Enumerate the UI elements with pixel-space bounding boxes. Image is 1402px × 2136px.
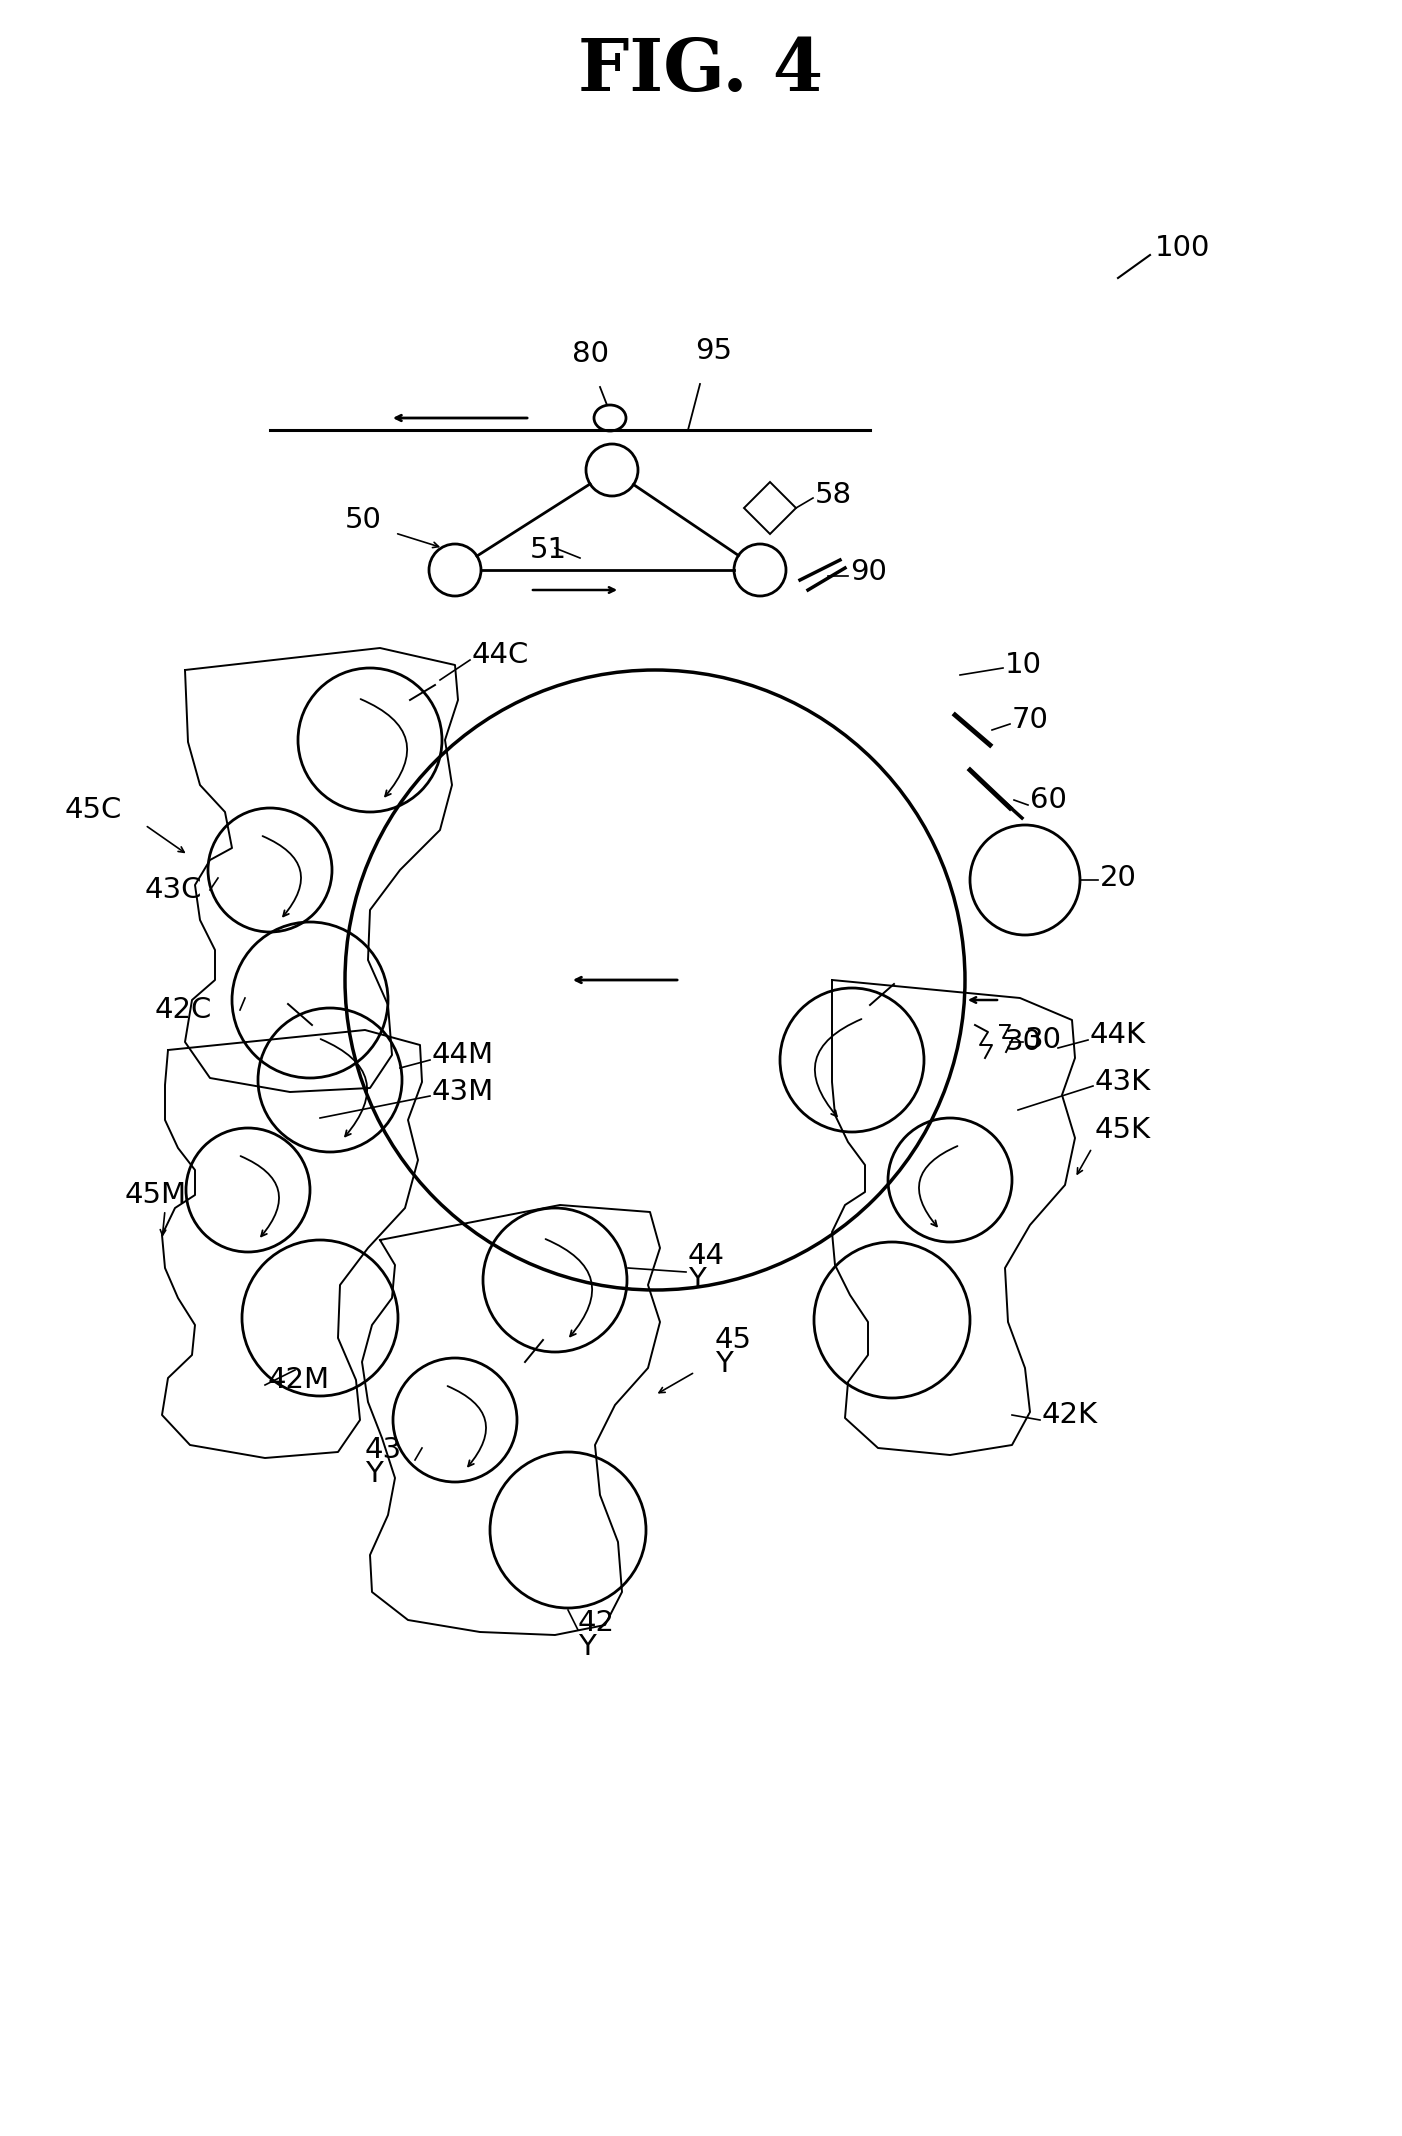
Text: 45C: 45C — [64, 797, 122, 824]
Text: 30: 30 — [1005, 1027, 1042, 1055]
Text: 80: 80 — [572, 340, 608, 367]
Text: 51: 51 — [530, 536, 568, 564]
Text: 43
Y: 43 Y — [365, 1435, 402, 1489]
Text: 42M: 42M — [268, 1367, 329, 1395]
Text: 100: 100 — [1155, 235, 1210, 263]
Text: 43M: 43M — [432, 1079, 495, 1106]
Text: 60: 60 — [1030, 786, 1067, 814]
Text: 45M: 45M — [125, 1181, 186, 1209]
Text: 90: 90 — [850, 557, 887, 585]
Text: 10: 10 — [1005, 651, 1042, 679]
Text: FIG. 4: FIG. 4 — [579, 34, 823, 105]
Text: 42K: 42K — [1042, 1401, 1098, 1429]
Text: 45
Y: 45 Y — [715, 1326, 751, 1378]
Text: 42C: 42C — [156, 995, 212, 1023]
Text: 58: 58 — [815, 481, 852, 508]
Text: 45K: 45K — [1095, 1115, 1151, 1145]
Text: 20: 20 — [1101, 863, 1137, 893]
Text: 70: 70 — [1012, 707, 1049, 735]
Text: 44
Y: 44 Y — [688, 1241, 725, 1294]
Text: 30: 30 — [1025, 1025, 1061, 1053]
Text: 44K: 44K — [1089, 1021, 1145, 1049]
Text: 43C: 43C — [144, 876, 202, 904]
Text: 42
Y: 42 Y — [578, 1608, 615, 1662]
Text: 50: 50 — [345, 506, 381, 534]
Text: 95: 95 — [695, 337, 732, 365]
Text: 44M: 44M — [432, 1040, 494, 1068]
Text: 44C: 44C — [472, 641, 530, 669]
Text: 43K: 43K — [1095, 1068, 1151, 1096]
